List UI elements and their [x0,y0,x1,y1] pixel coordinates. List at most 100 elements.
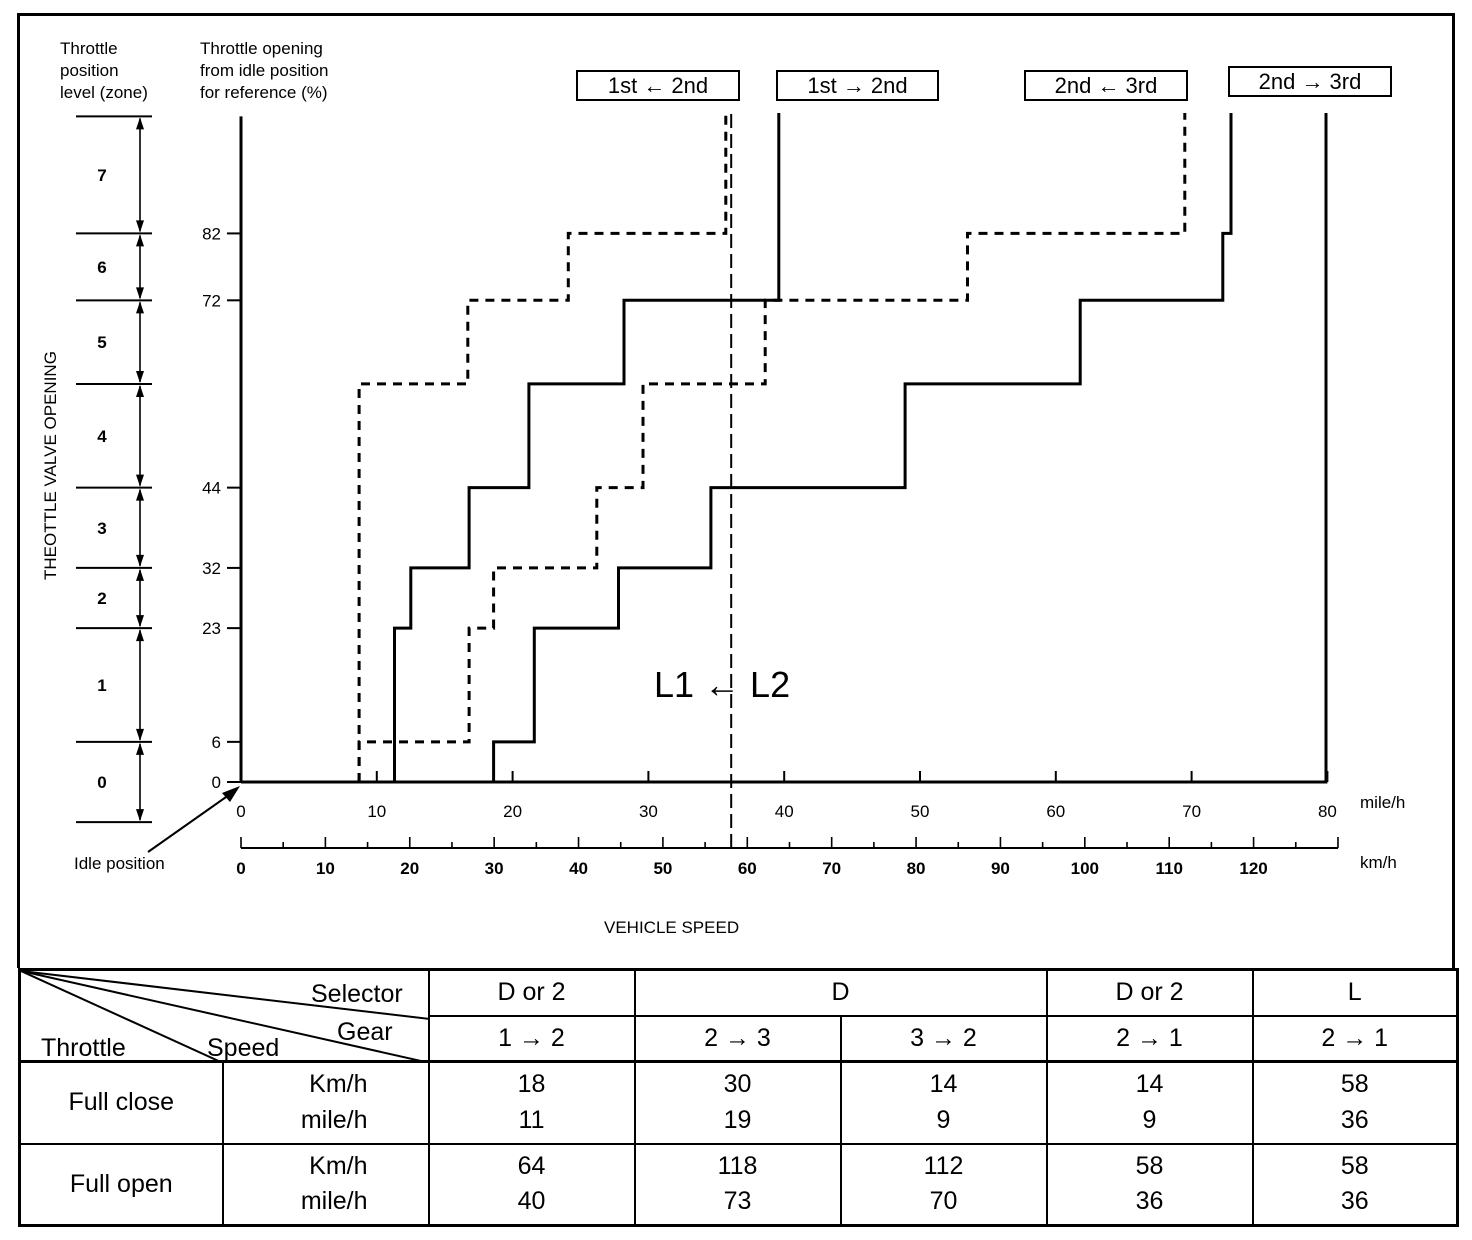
x-tick-label-kmh: 0 [236,859,245,878]
legend-box [1024,70,1188,101]
value-cell: 18 11 [427,1060,636,1145]
zone-arrow-down [136,615,144,628]
zone-arrow-up [136,629,144,642]
y-tick-label: 0 [212,773,221,792]
x-axis-label: VEHICLE SPEED [604,918,739,937]
selector-cell: D [633,968,1048,1017]
gear-cell: 1 → 2 [427,1014,636,1063]
selector-cell: D or 2 [1045,968,1254,1017]
kmh-value: 112 [923,1151,964,1180]
y-axis-label: THEOTTLE VALVE OPENING [41,351,60,580]
x-axis: 0 10 20 30 40 50 60 70 80 0 10 20 30 40 50 60 70 80 90 100 1… [236,771,1339,878]
mph-value: 11 [518,1105,545,1134]
mph-value: 70 [929,1187,958,1216]
kmh-value: 18 [517,1070,546,1099]
opening-header-line-1: Throttle opening [200,39,323,58]
zone-arrow-up [136,742,144,755]
zone-arrow-up [136,117,144,130]
value-cell: 30 19 [633,1060,842,1145]
idle-arrow-head [222,786,240,802]
mph-value: 36 [1135,1187,1164,1216]
legend-label: 1st → 2nd [807,73,907,98]
opening-header-line-2: from idle position [200,61,329,80]
x-tick-label-mph: 70 [1182,802,1201,821]
zone-arrow-down [136,474,144,487]
y-tick-label: 23 [202,619,221,638]
x-tick-label-kmh: 110 [1155,859,1182,878]
x-tick-label-kmh: 70 [822,859,841,878]
value-cell: 58 36 [1251,1060,1459,1145]
zone-header-line-1: Throttle [60,39,118,58]
legend-box [1228,66,1392,97]
x-unit-mph: mile/h [1360,793,1405,812]
zone-label: 1 [97,676,106,695]
x-tick-label-mph: 20 [503,802,522,821]
zone-scale: 0 1 2 3 4 5 6 7 [76,115,152,824]
throttle-full-close: Full close [18,1060,224,1145]
figure-frame [17,13,1455,1226]
legend-label: 2nd ← 3rd [1055,73,1158,98]
value-cell: 14 9 [839,1060,1048,1145]
x-tick-label-mph: 80 [1318,802,1337,821]
zone-arrow-up [136,234,144,247]
value-cell: 14 9 [1045,1060,1254,1145]
corner-speed-label: Speed [207,1034,280,1062]
mph-value: 9 [1142,1105,1157,1134]
zone-label: 7 [97,166,106,185]
zone-arrow-down [136,728,144,741]
x-tick-label-kmh: 50 [653,859,672,878]
kmh-value: 58 [1340,1151,1369,1180]
zone-label: 5 [97,333,106,352]
legend-box [776,70,939,101]
zone-label: 3 [97,519,106,538]
x-tick-label-mph: 60 [1046,802,1065,821]
gear-cell: 2 → 3 [633,1014,842,1063]
opening-header-line-3: for reference (%) [200,83,328,102]
kmh-value: 30 [723,1070,752,1099]
gear-cell: 3 → 2 [839,1014,1048,1063]
y-tick-label: 32 [202,559,221,578]
legend-label: 1st ← 2nd [608,73,708,98]
unit-cell: Km/h mile/h [221,1142,430,1227]
series-line [357,113,728,782]
x-tick-label-kmh: 100 [1071,859,1099,878]
y-axis: 0 6 23 32 44 72 82 [202,116,243,792]
x-tick-label-mph: 50 [911,802,930,821]
corner-gear-label: Gear [337,1018,393,1046]
x-tick-label-kmh: 90 [991,859,1010,878]
value-cell: 118 73 [633,1142,842,1227]
zone-arrow-up [136,488,144,501]
shift-speed-table: Selector Gear Speed Throttle D or 2 D D … [18,968,1459,1227]
zone-arrow-down [136,370,144,383]
kmh-value: 64 [517,1151,546,1180]
value-cell: 58 36 [1045,1142,1254,1227]
series-line [357,113,1187,782]
series-line [492,113,1233,782]
x-tick-label-kmh: 10 [316,859,335,878]
zone-arrow-down [136,220,144,233]
kmh-value: 58 [1135,1151,1164,1180]
selector-cell: L [1251,968,1459,1017]
kmh-value: 14 [1135,1070,1164,1099]
series-line [393,113,781,782]
kmh-value: 14 [929,1070,958,1099]
table-corner-cell: Selector Gear Speed Throttle [18,968,430,1063]
zone-label: 2 [97,589,106,608]
series-lines [357,113,1328,848]
corner-selector-label: Selector [311,980,403,1008]
legend-label: 2nd → 3rd [1259,69,1362,94]
value-cell: 112 70 [839,1142,1048,1227]
x-tick-label-kmh: 120 [1239,859,1267,878]
zone-header-line-2: position [60,61,119,80]
y-tick-label: 82 [202,224,221,243]
x-tick-label-mph: 30 [639,802,658,821]
x-tick-label-mph: 0 [236,802,245,821]
value-cell: 58 36 [1251,1142,1459,1227]
zone-arrow-up [136,301,144,314]
x-tick-label-kmh: 80 [907,859,926,878]
value-cell: 64 40 [427,1142,636,1227]
zone-label: 6 [97,258,106,277]
y-tick-label: 72 [202,291,221,310]
